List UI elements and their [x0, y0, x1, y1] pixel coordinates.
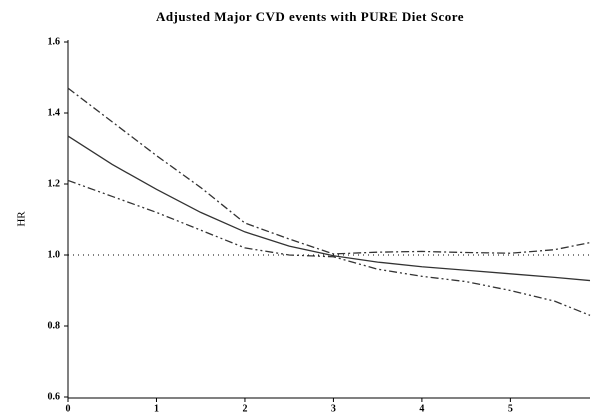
- x-tick-label: 0: [66, 403, 71, 414]
- x-tick-label: 2: [242, 403, 247, 414]
- y-tick-label: 0.6: [48, 391, 61, 402]
- y-tick-label: 0.8: [48, 320, 61, 331]
- series-line: [67, 179, 591, 316]
- y-axis-label: HR: [16, 211, 28, 227]
- x-tick-label: 3: [331, 403, 336, 414]
- chart-title: Adjusted Major CVD events with PURE Diet…: [156, 9, 464, 24]
- y-tick-label: 1.6: [48, 36, 61, 47]
- y-tick-label: 1.2: [48, 178, 61, 189]
- y-tick-label: 1.4: [48, 107, 61, 118]
- x-tick-label: 5: [508, 403, 513, 414]
- x-tick-label: 4: [419, 403, 424, 414]
- y-tick-label: 1.0: [48, 249, 61, 260]
- x-tick-label: 1: [154, 403, 159, 414]
- series-line: [67, 87, 591, 255]
- series-line: [67, 135, 591, 282]
